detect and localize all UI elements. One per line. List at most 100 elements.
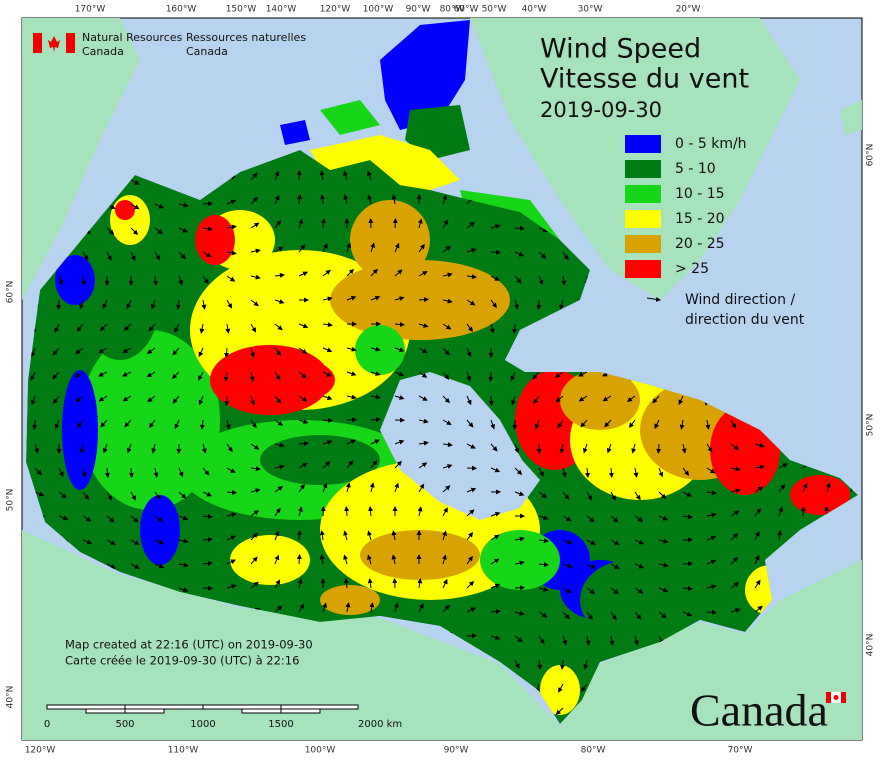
wind-arrow bbox=[250, 299, 259, 307]
wind-arrow bbox=[202, 514, 213, 520]
wind-arrow bbox=[557, 419, 564, 429]
wind-arrow bbox=[562, 635, 568, 646]
wind-arrow bbox=[394, 242, 400, 253]
agency-name: Ressources naturelles bbox=[186, 31, 306, 44]
wind-arrow bbox=[172, 395, 180, 404]
wind-arrow bbox=[346, 268, 354, 277]
wind-arrow bbox=[106, 539, 116, 545]
wind-arrow bbox=[418, 271, 428, 277]
wind-zone bbox=[140, 495, 180, 565]
wind-zone bbox=[560, 370, 640, 430]
wind-arrow bbox=[122, 395, 132, 402]
wind-arrow bbox=[274, 371, 281, 381]
wind-arrow bbox=[586, 491, 593, 501]
wind-arrow bbox=[346, 242, 352, 253]
wind-arrow bbox=[730, 556, 739, 565]
wind-arrow bbox=[442, 578, 448, 589]
wind-arrow bbox=[202, 275, 209, 285]
wind-arrow bbox=[250, 347, 255, 358]
longitude-label: 60°W bbox=[454, 5, 479, 15]
wind-arrow bbox=[466, 221, 475, 229]
wind-zone bbox=[80, 240, 160, 360]
wind-arrow bbox=[250, 395, 255, 406]
legend-label: 20 - 25 bbox=[675, 236, 725, 252]
wind-arrow bbox=[343, 194, 349, 205]
wind-arrow bbox=[322, 417, 333, 423]
longitude-label: 80°W bbox=[581, 746, 606, 756]
wind-arrow bbox=[370, 460, 378, 469]
wind-arrow bbox=[297, 506, 303, 517]
longitude-label: 170°W bbox=[75, 5, 106, 15]
wind-arrow bbox=[730, 488, 741, 494]
wind-arrow bbox=[730, 419, 737, 429]
wind-arrow bbox=[32, 419, 38, 430]
wind-arrow bbox=[442, 272, 453, 278]
wind-arrow bbox=[154, 539, 165, 545]
wind-arrow bbox=[514, 659, 520, 670]
wind-arrow bbox=[250, 466, 261, 472]
wind-arrow bbox=[226, 489, 237, 495]
wind-arrow bbox=[562, 611, 570, 620]
wind-arrow bbox=[124, 419, 132, 428]
wordmark-flag bbox=[833, 695, 839, 700]
wind-arrow bbox=[370, 268, 378, 277]
wind-arrow bbox=[394, 439, 405, 445]
wind-arrow bbox=[30, 371, 36, 381]
wind-arrow bbox=[58, 491, 67, 499]
wind-arrow bbox=[417, 578, 423, 589]
wind-arrow bbox=[130, 251, 136, 262]
wind-arrow bbox=[106, 491, 113, 501]
wind-arrow bbox=[223, 371, 229, 382]
wind-arrow bbox=[322, 296, 333, 302]
wind-arrow bbox=[123, 323, 132, 331]
wind-arrow bbox=[202, 491, 213, 497]
wind-arrow bbox=[679, 419, 685, 430]
wind-arrow bbox=[344, 506, 350, 517]
scale-label: 0 bbox=[44, 719, 50, 730]
wind-arrow bbox=[658, 515, 669, 521]
legend-swatch bbox=[625, 235, 661, 253]
wind-arrow bbox=[538, 467, 544, 477]
wind-arrow bbox=[274, 347, 282, 356]
wind-arrow bbox=[154, 491, 161, 501]
wind-arrow bbox=[198, 371, 204, 381]
wind-arrow bbox=[226, 250, 237, 256]
wind-arrow bbox=[538, 515, 549, 520]
wind-arrow bbox=[490, 224, 501, 229]
wind-arrow bbox=[250, 532, 258, 541]
wind-arrow bbox=[322, 322, 333, 328]
wind-arrow bbox=[77, 419, 84, 429]
wind-arrow bbox=[442, 485, 451, 493]
longitude-label: 30°W bbox=[578, 5, 603, 15]
iceland bbox=[840, 100, 862, 135]
wind-arrow bbox=[705, 419, 711, 430]
wind-arrow bbox=[681, 443, 687, 454]
wind-arrow bbox=[102, 299, 108, 310]
scale-label: 1500 bbox=[268, 719, 293, 730]
wind-arrow bbox=[126, 443, 132, 454]
wind-arrow bbox=[533, 395, 540, 405]
wind-arrow bbox=[538, 611, 548, 618]
wind-arrow bbox=[418, 243, 425, 253]
wind-arrow bbox=[514, 251, 525, 257]
wind-arrow bbox=[58, 467, 64, 478]
wind-arrow bbox=[466, 274, 477, 280]
wind-arrow bbox=[466, 248, 477, 253]
wind-arrow bbox=[514, 560, 525, 566]
wind-arrow bbox=[391, 530, 397, 541]
wind-arrow bbox=[490, 583, 501, 589]
wind-arrow bbox=[128, 467, 134, 478]
wind-arrow bbox=[706, 512, 717, 518]
wind-arrow bbox=[298, 441, 309, 447]
wind-arrow bbox=[490, 609, 501, 615]
wind-arrow bbox=[81, 467, 87, 478]
wind-arrow bbox=[561, 275, 567, 286]
wind-arrow bbox=[442, 419, 452, 425]
wind-arrow bbox=[106, 251, 112, 262]
wind-arrow bbox=[346, 394, 357, 400]
wind-arrow bbox=[627, 395, 636, 403]
wind-arrow bbox=[274, 605, 283, 613]
wind-arrow bbox=[297, 194, 303, 205]
wind-arrow bbox=[225, 419, 231, 430]
wind-arrow bbox=[418, 347, 428, 354]
